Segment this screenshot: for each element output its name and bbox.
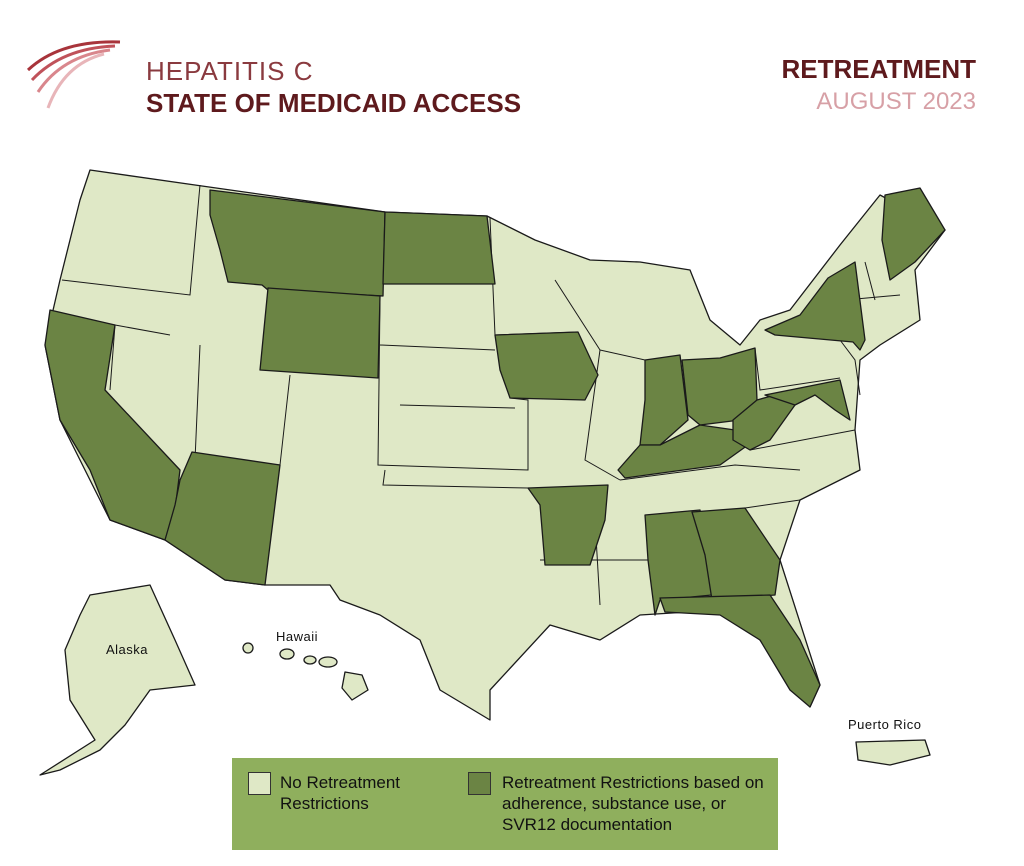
montana [209, 189, 386, 297]
island [279, 648, 295, 660]
contiguous-us [44, 169, 946, 721]
title-line-1: HEPATITIS C [146, 56, 314, 86]
topic: RETREATMENT [781, 54, 976, 84]
wyoming [259, 287, 381, 379]
alaska [39, 584, 196, 776]
legend-swatch [468, 772, 491, 795]
title-line-2: STATE OF MEDICAID ACCESS [146, 88, 522, 118]
iowa [494, 331, 599, 401]
legend: No Retreatment Restrictions Retreatment … [232, 758, 778, 850]
us-map: Alaska Hawaii Puerto Rico [39, 169, 946, 776]
legend-label: No Retreatment Restrictions [280, 773, 400, 813]
puerto-rico [855, 739, 931, 766]
map-label: Puerto Rico [848, 717, 921, 732]
florida [659, 594, 821, 708]
restricted-states [44, 187, 946, 708]
alabama [644, 509, 713, 616]
georgia [691, 507, 781, 601]
island [341, 671, 369, 701]
logo [26, 40, 121, 109]
island [318, 656, 338, 668]
maryland-delaware [764, 379, 851, 421]
legend-label: Retreatment Restrictions based on adhere… [502, 773, 764, 834]
arkansas [527, 484, 609, 566]
island [242, 642, 254, 654]
island [303, 655, 317, 665]
maine [881, 187, 946, 281]
west-virginia [732, 394, 796, 451]
map-label: Hawaii [276, 629, 318, 644]
new-york [764, 261, 866, 351]
map-label: Alaska [106, 642, 148, 657]
north-dakota [382, 211, 496, 285]
legend-swatch [248, 772, 271, 795]
arizona [164, 451, 281, 586]
hawaii [242, 642, 369, 701]
date: AUGUST 2023 [816, 88, 976, 115]
